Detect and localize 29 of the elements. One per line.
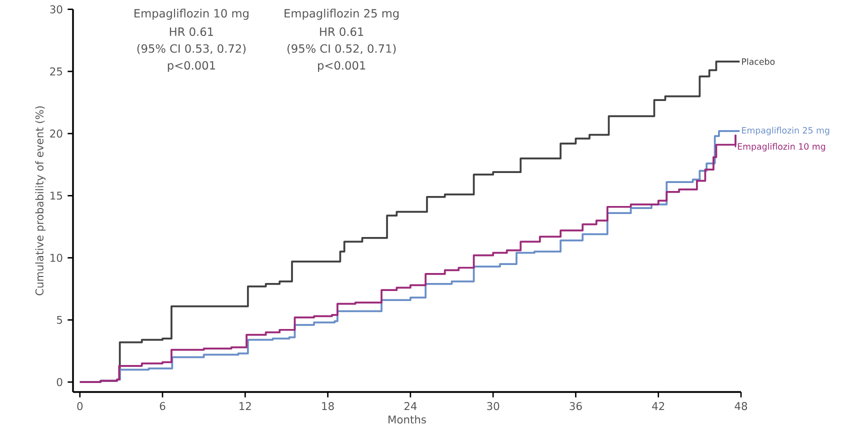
y-tick-label: 5 bbox=[56, 316, 62, 324]
x-tick-label: 12 bbox=[240, 402, 251, 410]
annotation: HR 0.61 bbox=[320, 27, 364, 36]
y-axis-title: Cumulative probability of event (%) bbox=[35, 106, 46, 296]
annotation: (95% CI 0.53, 0.72) bbox=[137, 44, 246, 54]
x-tick-label: 30 bbox=[487, 402, 500, 410]
annotation: p<0.001 bbox=[318, 61, 366, 72]
annotation: p<0.001 bbox=[168, 61, 215, 72]
x-tick-label: 0 bbox=[77, 402, 83, 410]
annotation: HR 0.61 bbox=[170, 27, 214, 36]
y-tick-label: 25 bbox=[50, 67, 62, 76]
x-tick-label: 6 bbox=[160, 402, 166, 410]
series-label: Placebo bbox=[742, 58, 775, 65]
y-tick-label: 30 bbox=[50, 5, 62, 14]
x-tick-label: 36 bbox=[570, 402, 582, 410]
annotation: (95% CI 0.52, 0.71) bbox=[287, 44, 396, 54]
x-axis-title: Months bbox=[388, 415, 426, 424]
x-tick-label: 24 bbox=[404, 402, 417, 410]
annotation: Empagliflozin 10 mg bbox=[134, 8, 248, 20]
y-tick-label: 10 bbox=[50, 254, 62, 262]
series-label: Empagliflozin 10 mg bbox=[738, 143, 826, 152]
annotation: Empagliflozin 25 mg bbox=[284, 8, 399, 20]
y-tick-label: 20 bbox=[50, 130, 62, 138]
x-tick-label: 42 bbox=[652, 402, 664, 410]
x-tick-label: 18 bbox=[322, 402, 334, 410]
y-tick-label: 15 bbox=[50, 192, 62, 200]
x-tick-label: 48 bbox=[734, 402, 748, 410]
series-label: Empagliflozin 25 mg bbox=[742, 126, 830, 136]
y-tick-label: 0 bbox=[56, 378, 62, 386]
